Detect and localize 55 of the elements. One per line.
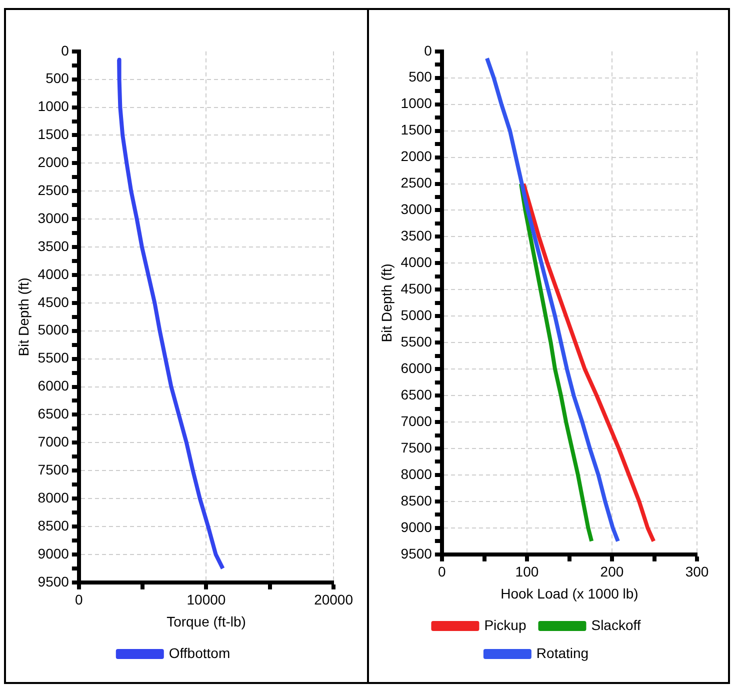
y-tick-label: 3500	[38, 238, 70, 254]
y-tick-label: 7500	[400, 439, 432, 456]
y-tick-label: 8000	[400, 466, 432, 482]
y-tick-label: 7500	[38, 461, 70, 478]
y-tick-label: 3500	[400, 228, 432, 244]
y-tick-label: 2000	[400, 148, 432, 164]
y-tick-label: 500	[408, 68, 432, 85]
y-tick-label: 4000	[38, 266, 70, 282]
legend-label: Pickup	[484, 616, 526, 633]
y-tick-label: 6500	[38, 406, 70, 422]
y-tick-label: 7000	[400, 412, 432, 429]
y-tick-label: 2500	[38, 182, 70, 198]
x-tick-label: 300	[685, 564, 709, 580]
y-tick-label: 5000	[38, 322, 70, 338]
y-tick-label: 8500	[38, 517, 70, 534]
y-tick-label: 5500	[400, 333, 432, 350]
y-tick-label: 1000	[38, 98, 70, 114]
legend-label: Offbottom	[168, 644, 230, 661]
y-axis-title: Bit Depth (ft)	[15, 278, 32, 356]
y-tick-label: 1500	[400, 122, 432, 138]
y-tick-label: 4500	[400, 280, 432, 297]
x-tick-label: 20000	[314, 592, 354, 608]
x-axis-title: Torque (ft-lb)	[166, 613, 246, 630]
y-tick-label: 0	[61, 42, 70, 58]
y-axis-title: Bit Depth (ft)	[378, 264, 394, 342]
y-tick-label: 2500	[400, 174, 432, 191]
x-tick-label: 10000	[186, 592, 226, 608]
legend-label: Slackoff	[591, 616, 641, 633]
y-tick-label: 1000	[400, 95, 432, 112]
y-tick-label: 5000	[400, 306, 432, 323]
x-tick-label: 0	[438, 564, 446, 580]
y-tick-label: 9500	[38, 573, 70, 590]
y-tick-label: 3000	[400, 201, 432, 218]
y-tick-label: 1500	[38, 126, 70, 142]
y-tick-label: 3000	[38, 210, 70, 226]
y-tick-label: 6500	[400, 386, 432, 402]
y-tick-label: 7000	[38, 434, 70, 450]
y-tick-label: 9000	[400, 518, 432, 535]
y-tick-label: 8000	[38, 489, 70, 506]
y-tick-label: 500	[46, 70, 70, 86]
x-axis-title: Hook Load (x 1000 lb)	[500, 585, 638, 602]
y-tick-label: 9500	[400, 545, 432, 562]
y-tick-label: 5500	[38, 350, 70, 366]
y-tick-label: 2000	[38, 154, 70, 170]
x-tick-label: 100	[515, 564, 539, 580]
y-tick-label: 4000	[400, 254, 432, 270]
x-tick-label: 200	[600, 564, 624, 580]
y-tick-label: 6000	[400, 360, 432, 376]
x-tick-label: 0	[75, 592, 84, 608]
y-tick-label: 6000	[38, 378, 70, 394]
y-tick-label: 8500	[400, 492, 432, 508]
legend-label: Rotating	[536, 644, 589, 661]
y-tick-label: 0	[424, 42, 432, 58]
y-tick-label: 4500	[38, 294, 70, 310]
y-tick-label: 9000	[38, 545, 70, 562]
